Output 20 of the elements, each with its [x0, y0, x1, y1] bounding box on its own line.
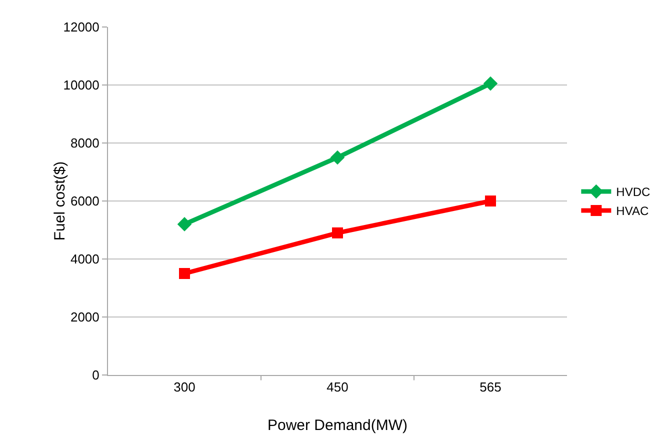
y-tick-label: 8000 — [70, 136, 100, 151]
y-tick-label: 0 — [92, 368, 100, 383]
point — [179, 268, 190, 279]
point — [177, 217, 192, 232]
y-tick-label: 10000 — [63, 78, 100, 93]
y-tick-label: 6000 — [70, 194, 100, 209]
y-axis-title: Fuel cost($) — [51, 161, 68, 241]
legend-label: HVDC — [616, 185, 651, 200]
point — [330, 150, 345, 165]
legend-label: HVAC — [616, 204, 649, 218]
y-tick-label: 2000 — [70, 310, 100, 325]
point — [332, 227, 343, 238]
y-tick-label: 12000 — [63, 20, 100, 35]
x-tick-label: 300 — [174, 380, 196, 395]
x-tick-label: 565 — [480, 380, 502, 395]
x-tick-label: 450 — [326, 380, 348, 395]
y-tick-label: 4000 — [70, 252, 100, 267]
point — [483, 76, 498, 91]
point — [485, 196, 496, 206]
x-axis-title: Power Demand(MW) — [267, 417, 408, 434]
